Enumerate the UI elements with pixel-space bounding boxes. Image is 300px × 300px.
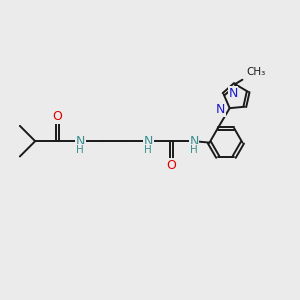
- Text: N: N: [143, 135, 153, 148]
- Text: N: N: [228, 87, 238, 100]
- Text: H: H: [190, 145, 198, 155]
- Text: O: O: [52, 110, 62, 123]
- Text: N: N: [216, 103, 225, 116]
- Text: N: N: [190, 135, 199, 148]
- Text: O: O: [166, 159, 176, 172]
- Text: CH₃: CH₃: [246, 67, 266, 77]
- Text: H: H: [76, 145, 84, 155]
- Text: N: N: [76, 135, 85, 148]
- Text: H: H: [144, 145, 152, 155]
